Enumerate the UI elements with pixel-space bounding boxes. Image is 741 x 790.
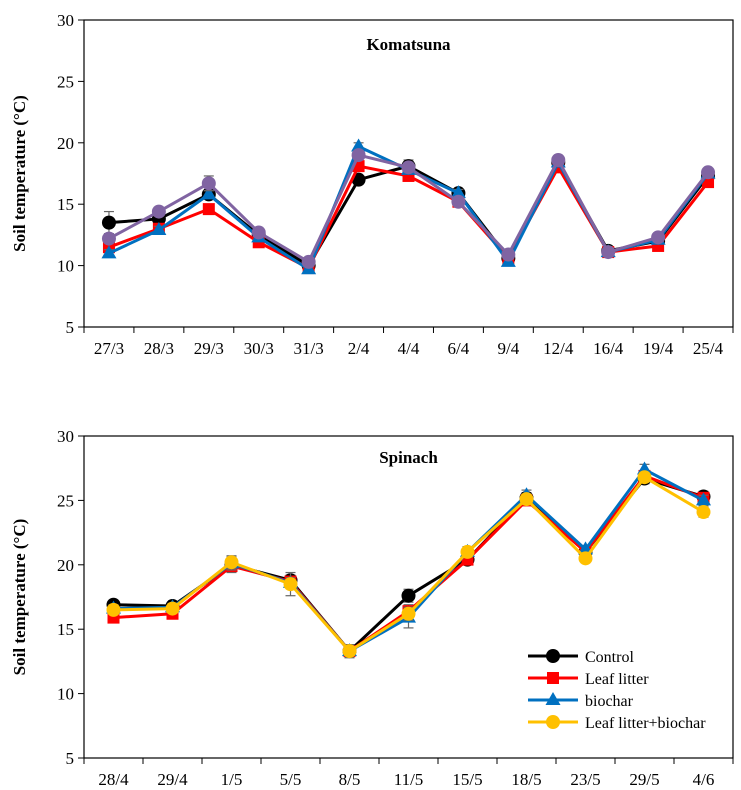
data-point bbox=[637, 470, 652, 485]
spinach-chart: 5 10 15 20 25 30 28/4 29/4 1/5 5/5 8/5 11/5 15/5 18/5… bbox=[10, 427, 734, 789]
y-tick-label: 5 bbox=[66, 749, 75, 768]
y-tick-label: 25 bbox=[57, 491, 74, 510]
data-point bbox=[201, 176, 216, 191]
y-tick-label: 20 bbox=[57, 556, 74, 575]
chart-title: Spinach bbox=[379, 448, 438, 467]
data-point bbox=[283, 577, 298, 592]
y-axis-label: Soil temperature (°C) bbox=[10, 519, 29, 676]
y-tick-label: 25 bbox=[57, 72, 74, 91]
data-point bbox=[401, 588, 416, 603]
data-point bbox=[202, 203, 215, 216]
data-point bbox=[151, 221, 167, 235]
legend-item: Leaf litter+biochar bbox=[528, 715, 706, 732]
data-point bbox=[224, 555, 239, 570]
x-tick-label: 5/5 bbox=[280, 770, 302, 789]
x-tick-label: 9/4 bbox=[497, 339, 519, 358]
x-tick-label: 1/5 bbox=[221, 770, 243, 789]
legend-item: biochar bbox=[528, 692, 634, 710]
series-leaf-litter bbox=[102, 160, 715, 275]
data-point bbox=[101, 231, 116, 246]
x-tick-label: 29/4 bbox=[157, 770, 188, 789]
data-point bbox=[342, 644, 357, 659]
data-point bbox=[151, 204, 166, 219]
y-tick-label: 30 bbox=[57, 427, 74, 446]
legend: Control Leaf litter biochar Leaf litter+bio… bbox=[528, 649, 706, 732]
data-point bbox=[351, 138, 367, 152]
data-point bbox=[696, 492, 711, 506]
y-tick-label: 15 bbox=[57, 620, 74, 639]
x-tick-label: 16/4 bbox=[593, 339, 624, 358]
y-axis-label: Soil temperature (°C) bbox=[10, 95, 29, 252]
komatsuna-chart: 5 10 15 20 25 30 27/3 28/3 29/3 30/3 31/3 2/4 4/4 6/4… bbox=[10, 11, 734, 358]
series-leaf-litter-biochar bbox=[106, 470, 711, 659]
y-tick-label: 5 bbox=[66, 318, 75, 337]
x-tick-label: 23/5 bbox=[570, 770, 600, 789]
data-point bbox=[578, 551, 593, 566]
data-point bbox=[696, 504, 711, 519]
series-leaf-litter bbox=[107, 469, 710, 659]
data-point bbox=[201, 186, 217, 200]
series-control bbox=[106, 471, 711, 659]
x-tick-label: 31/3 bbox=[294, 339, 324, 358]
series-biochar bbox=[106, 461, 711, 659]
x-tick-label: 30/3 bbox=[244, 339, 274, 358]
legend-item: Leaf litter bbox=[528, 671, 649, 688]
legend-marker bbox=[546, 715, 560, 729]
y-tick-label: 30 bbox=[57, 11, 74, 30]
data-point bbox=[101, 245, 117, 259]
data-point bbox=[165, 601, 180, 616]
data-point bbox=[637, 461, 652, 475]
x-tick-label: 28/4 bbox=[98, 770, 129, 789]
x-tick-label: 18/5 bbox=[511, 770, 541, 789]
data-point bbox=[251, 225, 266, 240]
data-point bbox=[501, 247, 516, 262]
data-point bbox=[101, 215, 116, 230]
x-tick-label: 28/3 bbox=[144, 339, 174, 358]
data-point bbox=[351, 148, 366, 163]
series-leaf-litter-biochar bbox=[101, 148, 716, 269]
data-point bbox=[450, 185, 466, 199]
legend-label: Leaf litter+biochar bbox=[585, 715, 706, 732]
legend-marker bbox=[547, 672, 559, 684]
x-tick-label: 27/3 bbox=[94, 339, 124, 358]
x-tick-label: 4/4 bbox=[398, 339, 420, 358]
data-point bbox=[106, 602, 121, 617]
legend-marker bbox=[546, 649, 560, 663]
x-tick-label: 4/6 bbox=[693, 770, 715, 789]
legend-label: Leaf litter bbox=[585, 671, 649, 688]
x-tick-label: 12/4 bbox=[543, 339, 574, 358]
x-tick-label: 6/4 bbox=[448, 339, 470, 358]
data-point bbox=[301, 254, 316, 269]
data-point bbox=[701, 165, 716, 180]
legend-label: biochar bbox=[585, 693, 634, 710]
x-tick-label: 25/4 bbox=[693, 339, 724, 358]
y-tick-label: 10 bbox=[57, 257, 74, 276]
data-point bbox=[460, 544, 475, 559]
x-tick-label: 11/5 bbox=[394, 770, 424, 789]
data-point bbox=[401, 606, 416, 621]
x-tick-label: 2/4 bbox=[348, 339, 370, 358]
series-biochar bbox=[101, 138, 716, 275]
x-tick-label: 29/5 bbox=[629, 770, 659, 789]
data-point bbox=[651, 230, 666, 245]
y-tick-label: 20 bbox=[57, 134, 74, 153]
data-point bbox=[519, 492, 534, 507]
x-tick-label: 15/5 bbox=[452, 770, 482, 789]
chart-title: Komatsuna bbox=[366, 35, 451, 54]
plot-frame bbox=[83, 19, 734, 328]
y-tick-label: 10 bbox=[57, 685, 74, 704]
data-point bbox=[401, 160, 416, 175]
x-tick-label: 19/4 bbox=[643, 339, 674, 358]
data-point bbox=[551, 152, 566, 167]
legend-item: Control bbox=[528, 649, 634, 666]
data-point bbox=[601, 245, 616, 260]
data-point bbox=[451, 194, 466, 209]
x-tick-label: 29/3 bbox=[194, 339, 224, 358]
x-tick-label: 8/5 bbox=[339, 770, 361, 789]
y-tick-label: 15 bbox=[57, 195, 74, 214]
legend-marker bbox=[545, 692, 561, 705]
legend-label: Control bbox=[585, 649, 634, 666]
plot-frame bbox=[83, 435, 734, 759]
